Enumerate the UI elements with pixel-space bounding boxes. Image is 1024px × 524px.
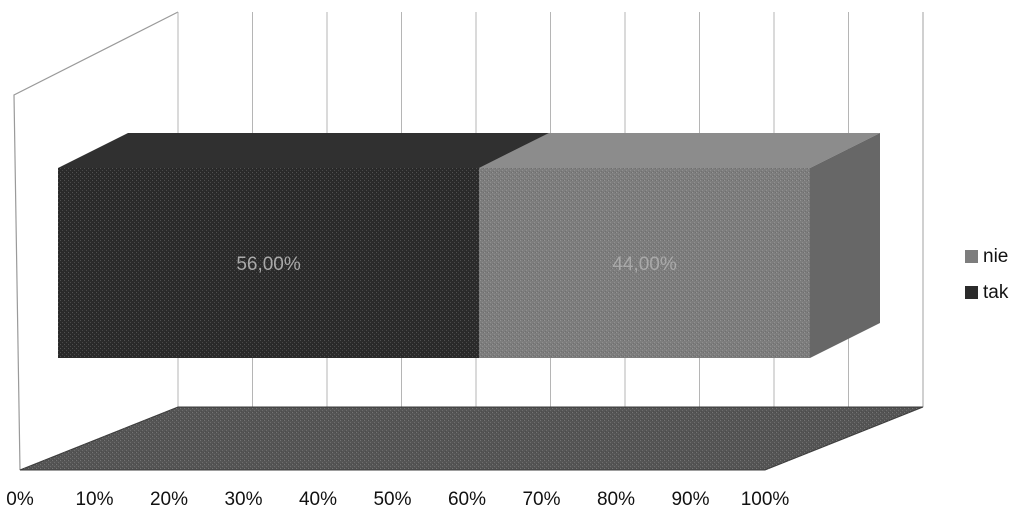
chart-floor (19, 406, 924, 471)
bar-tak-front-texture (58, 168, 480, 358)
legend-label-tak: tak (983, 282, 1009, 303)
bar-nie-side (810, 133, 880, 358)
x-tick-label: 10% (75, 489, 113, 510)
x-tick-label: 20% (150, 489, 188, 510)
x-tick-label: 30% (224, 489, 262, 510)
x-tick-label: 70% (522, 489, 560, 510)
x-tick-label: 80% (597, 489, 635, 510)
legend-swatch-tak (965, 286, 978, 299)
legend-swatch-nie (965, 250, 978, 263)
legend: nie tak (965, 246, 1009, 303)
bar-nie-front-texture (479, 168, 810, 358)
legend-label-nie: nie (983, 246, 1008, 267)
left-wall-edge (13, 11, 179, 471)
data-labels: 56,00% 44,00% (236, 254, 677, 275)
x-axis-tick-labels: 0% 10% 20% 30% 40% 50% 60% 70% 80% 90% 100% (6, 489, 789, 510)
x-tick-label: 60% (448, 489, 486, 510)
floor-texture (20, 407, 923, 470)
data-label-tak: 56,00% (236, 254, 301, 275)
bar-tak-top (58, 133, 550, 168)
x-tick-label: 40% (299, 489, 337, 510)
x-tick-label: 100% (741, 489, 790, 510)
data-label-nie: 44,00% (612, 254, 677, 275)
x-tick-label: 0% (6, 489, 34, 510)
x-tick-label: 90% (671, 489, 709, 510)
x-tick-label: 50% (373, 489, 411, 510)
bars (58, 133, 880, 358)
bar-nie-top (479, 133, 880, 168)
